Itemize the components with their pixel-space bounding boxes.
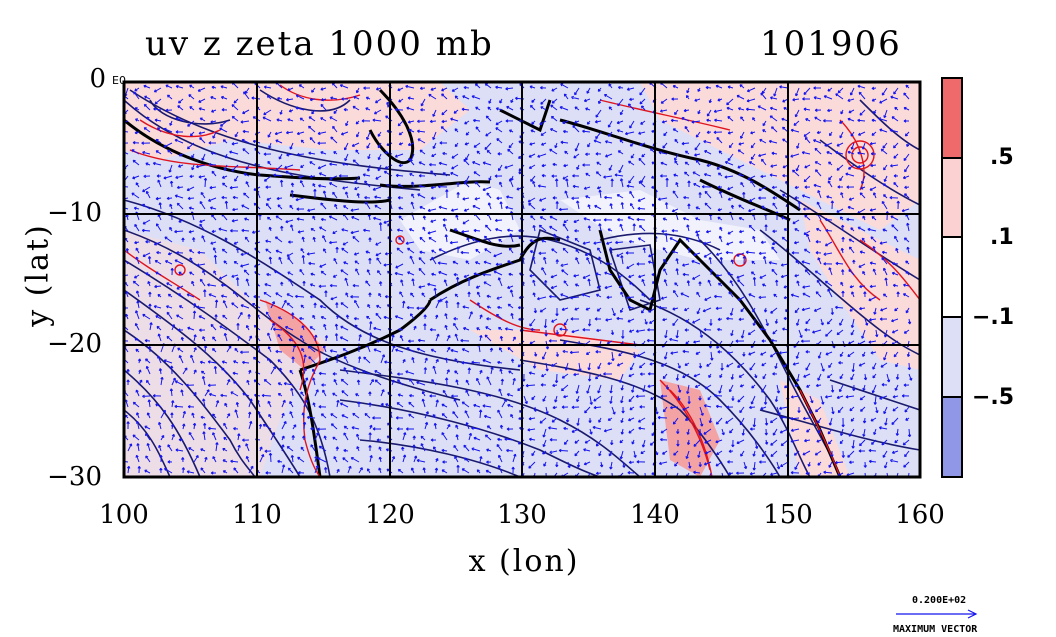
x-tick-label: 120 [365,500,415,530]
vector-key-arrow [896,609,978,619]
y-tick-suffix: E0 [112,74,126,87]
vector-key-value: 0.200E+02 [912,595,967,606]
positive-vorticity-shading [400,180,520,260]
x-tick-label: 110 [232,500,282,530]
colorbar-label: .1 [990,225,1014,250]
colorbar-label: −.5 [972,385,1015,410]
axis-ticks [256,470,789,477]
positive-vorticity-shading [560,190,780,260]
x-tick-label: 140 [630,500,680,530]
y-tick-label: 0 [89,64,106,94]
map-area [124,82,920,477]
x-axis-label: x (lon) [468,544,580,579]
x-tick-label: 160 [895,500,945,530]
y-tick-label: −20 [47,329,102,359]
x-tick-label: 100 [99,500,149,530]
y-tick-label: −10 [47,198,102,228]
positive-vorticity-shading [800,200,920,370]
colorbar [941,77,963,478]
date-code: 101906 [760,24,902,64]
y-tick-label: −30 [47,462,102,492]
lat-lon-grid [124,82,920,477]
colorbar-label: .5 [990,145,1014,170]
x-tick-label: 130 [497,500,547,530]
x-tick-label: 150 [763,500,813,530]
colorbar-label: −.1 [972,305,1015,330]
y-axis-label: y (lat) [20,223,56,327]
plot-title: uv z zeta 1000 mb [145,24,494,64]
positive-vorticity-shading [124,82,470,160]
vector-key-label: MAXIMUM VECTOR [893,624,978,635]
